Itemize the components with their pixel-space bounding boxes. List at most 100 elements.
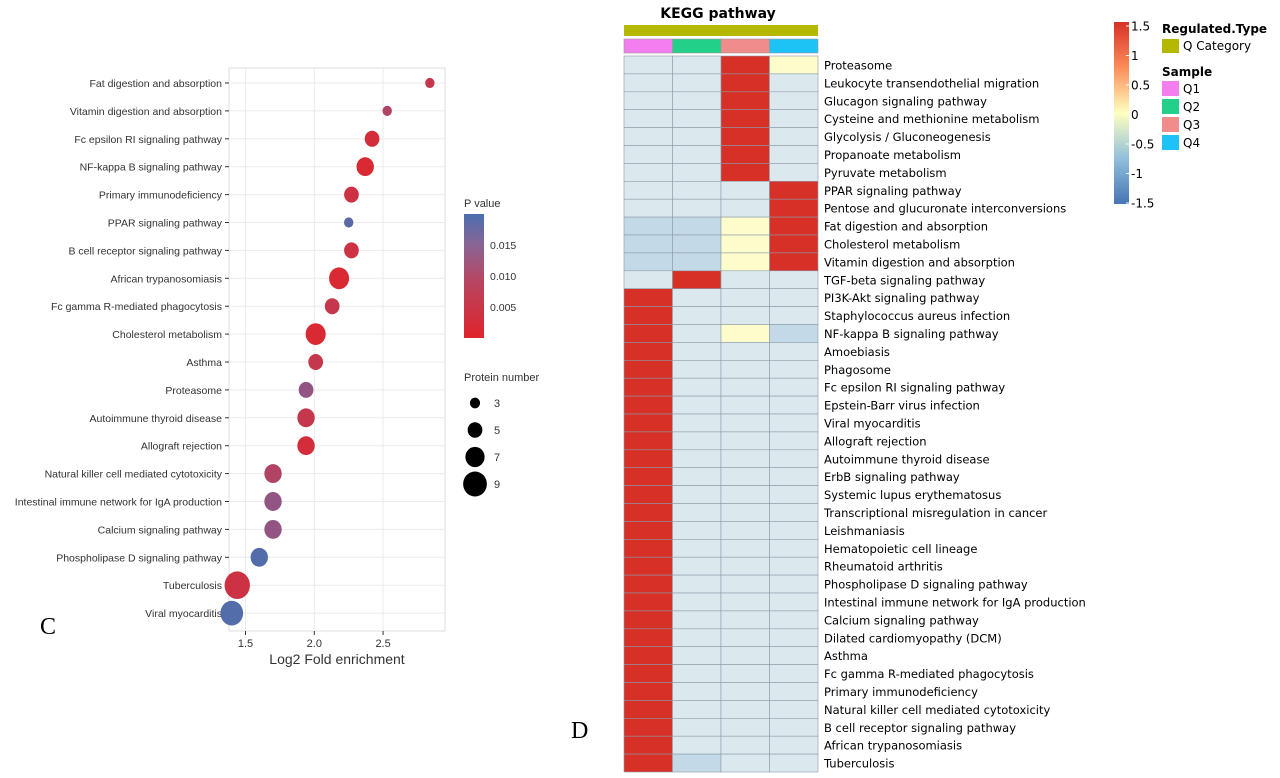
heatmap-cell bbox=[769, 682, 819, 701]
heatmap-cell bbox=[672, 413, 722, 433]
heatmap-cell bbox=[720, 55, 770, 75]
heatmap-row-label: Fc epsilon RI signaling pathway bbox=[824, 381, 1005, 395]
heatmap-row-label: Rheumatoid arthritis bbox=[824, 560, 943, 574]
heatmap-cell bbox=[720, 735, 770, 755]
heatmap-cell bbox=[672, 753, 722, 773]
heatmap-cell bbox=[623, 359, 673, 379]
bubble-point bbox=[264, 464, 282, 484]
protein-number-legend-dot bbox=[469, 397, 481, 409]
heatmap-cell bbox=[623, 342, 673, 361]
heatmap-cell bbox=[769, 306, 819, 325]
protein-number-legend-label: 3 bbox=[494, 398, 500, 410]
heatmap-row-label: Phospholipase D signaling pathway bbox=[824, 578, 1028, 592]
heatmap-cell bbox=[672, 181, 722, 200]
bubble-y-label: PPAR signaling pathway bbox=[108, 218, 223, 230]
heatmap-cell bbox=[769, 717, 819, 737]
heatmap-cell bbox=[623, 198, 673, 218]
heatmap-cell bbox=[720, 234, 770, 254]
heatmap-cell bbox=[720, 288, 770, 307]
heatmap-cell bbox=[720, 610, 770, 630]
heatmap-row-label: Cysteine and methionine metabolism bbox=[824, 112, 1039, 126]
bubble-point bbox=[324, 298, 340, 315]
heatmap-cell bbox=[769, 413, 819, 433]
bubble-y-label: Autoimmune thyroid disease bbox=[90, 413, 223, 425]
heatmap-cell bbox=[720, 431, 770, 451]
heatmap-cell bbox=[623, 413, 673, 433]
heatmap-cell bbox=[672, 431, 722, 451]
heatmap-row-label: PPAR signaling pathway bbox=[824, 184, 962, 198]
heatmap-cell bbox=[769, 538, 819, 558]
heatmap-cell bbox=[720, 270, 770, 289]
bubble-point bbox=[382, 105, 392, 116]
heatmap-cell bbox=[720, 646, 770, 665]
heatmap-chart: KEGG pathway Proteasome Leukocyte transen… bbox=[623, 6, 1267, 773]
regulated-type-legend-title: Regulated.Type bbox=[1162, 22, 1267, 36]
heatmap-cell bbox=[720, 395, 770, 415]
heatmap-cell bbox=[623, 485, 673, 504]
bubble-y-label: Cholesterol metabolism bbox=[112, 329, 222, 341]
heatmap-cell bbox=[769, 395, 819, 415]
heatmap-cell bbox=[769, 181, 819, 200]
bubble-y-label: Tuberculosis bbox=[163, 580, 222, 592]
heatmap-cell bbox=[672, 538, 722, 558]
protein-number-legend: Protein number 3 5 7 9 bbox=[463, 372, 540, 497]
sample-annotation-cell bbox=[769, 38, 819, 54]
heatmap-row-label: ErbB signaling pathway bbox=[824, 470, 960, 484]
protein-number-legend-title: Protein number bbox=[464, 372, 540, 384]
bubble-plot-panel bbox=[228, 67, 446, 632]
heatmap-cell bbox=[769, 145, 819, 164]
sample-legend-title: Sample bbox=[1162, 65, 1212, 79]
regulated-type-legend-label: Q Category bbox=[1183, 39, 1251, 53]
heatmap-row-label: African trypanosomiasis bbox=[824, 739, 962, 753]
heatmap-cell bbox=[769, 467, 819, 486]
heatmap-cell bbox=[769, 449, 819, 468]
heatmap-cell bbox=[672, 628, 722, 647]
heatmap-cell bbox=[720, 538, 770, 558]
heatmap-cell bbox=[769, 377, 819, 397]
heatmap-annotation-bars bbox=[623, 25, 819, 54]
heatmap-cell bbox=[672, 610, 722, 630]
heatmap-cell bbox=[720, 163, 770, 182]
heatmap-cell bbox=[769, 646, 819, 665]
heatmap-cell bbox=[769, 485, 819, 504]
heatmap-colorbar: 1.5 1 0.5 0 -0.5 -1 -1.5 bbox=[1114, 20, 1154, 211]
heatmap-colorbar-ticks: 1.5 1 0.5 0 -0.5 -1 -1.5 bbox=[1126, 20, 1154, 211]
heatmap-colorbar-tick-label: -1.5 bbox=[1131, 197, 1154, 211]
protein-number-legend-dot bbox=[465, 446, 485, 468]
heatmap-colorbar-tick-label: 1.5 bbox=[1131, 20, 1150, 34]
bubble-y-labels: Fat digestion and absorption Vitamin dige… bbox=[15, 78, 229, 620]
bubble-point bbox=[308, 354, 324, 370]
bubble-y-label: Vitamin digestion and absorption bbox=[70, 106, 222, 118]
heatmap-cell bbox=[720, 324, 770, 343]
heatmap-cell bbox=[769, 592, 819, 612]
heatmap-cell bbox=[720, 521, 770, 540]
heatmap-cell bbox=[720, 467, 770, 486]
heatmap-cell bbox=[720, 377, 770, 397]
heatmap-cell bbox=[769, 342, 819, 361]
protein-number-legend-dot bbox=[463, 471, 487, 497]
heatmap-cell bbox=[623, 753, 673, 773]
bubble-y-label: Fc gamma R-mediated phagocytosis bbox=[51, 301, 222, 313]
heatmap-cell bbox=[769, 216, 819, 236]
heatmap-colorbar-gradient bbox=[1114, 22, 1129, 204]
heatmap-cell bbox=[623, 574, 673, 594]
heatmap-cell bbox=[720, 556, 770, 576]
heatmap-cell bbox=[769, 198, 819, 218]
heatmap-cell bbox=[672, 288, 722, 307]
heatmap-cell bbox=[623, 252, 673, 272]
heatmap-cell bbox=[769, 55, 819, 75]
heatmap-cell bbox=[769, 163, 819, 182]
heatmap-row-label: PI3K-Akt signaling pathway bbox=[824, 291, 980, 305]
heatmap-legend: Regulated.Type Q Category Sample Q1Q2Q3Q… bbox=[1162, 22, 1267, 150]
heatmap-cell bbox=[769, 288, 819, 307]
heatmap-cell bbox=[623, 73, 673, 93]
p-value-legend-ticks: 0.015 0.010 0.005 bbox=[484, 240, 516, 314]
heatmap-cell bbox=[720, 592, 770, 612]
heatmap-row-label: Glucagon signaling pathway bbox=[824, 94, 987, 108]
bubble-y-label: Primary immunodeficiency bbox=[99, 190, 223, 202]
heatmap-cell bbox=[672, 682, 722, 701]
heatmap-cell bbox=[672, 395, 722, 415]
heatmap-row-label: Fat digestion and absorption bbox=[824, 220, 988, 234]
heatmap-cell bbox=[769, 556, 819, 576]
